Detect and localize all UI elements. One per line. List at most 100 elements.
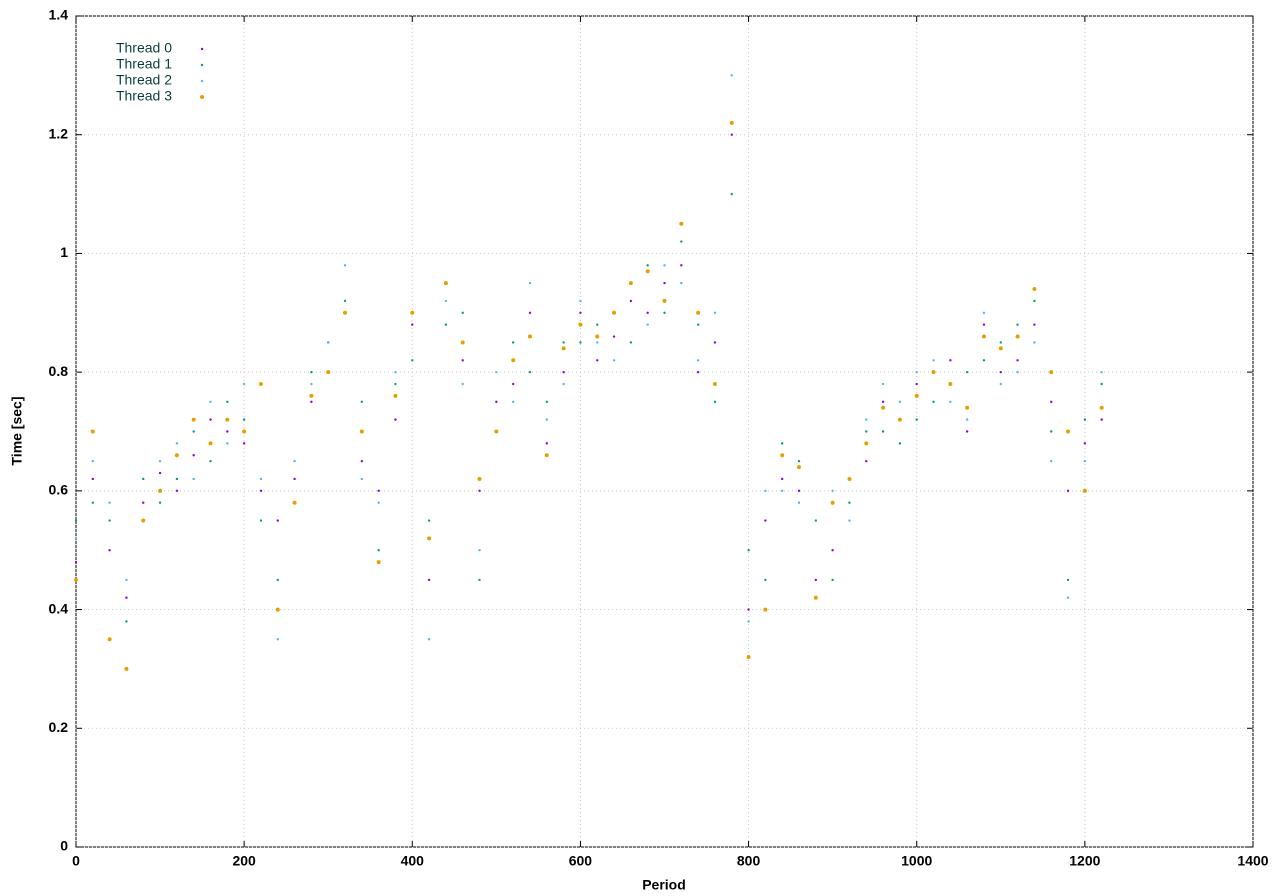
point <box>1033 341 1036 344</box>
y-tick-label: 0.6 <box>49 482 69 498</box>
point <box>1033 323 1036 326</box>
point <box>629 341 633 344</box>
point <box>495 370 498 374</box>
point <box>1100 418 1103 421</box>
point <box>562 341 565 344</box>
point <box>394 370 397 374</box>
point <box>747 549 750 552</box>
point <box>596 323 599 326</box>
point <box>292 500 297 505</box>
point <box>259 519 263 522</box>
y-tick-label: 1.2 <box>49 125 69 141</box>
point <box>242 429 247 434</box>
point <box>1050 430 1053 433</box>
point <box>814 519 818 522</box>
point <box>125 578 128 582</box>
point <box>91 459 95 463</box>
point <box>612 359 616 362</box>
point <box>377 501 380 504</box>
point <box>915 382 918 386</box>
point <box>125 596 128 599</box>
point <box>696 370 700 374</box>
point <box>998 346 1003 351</box>
point <box>192 454 195 457</box>
point <box>881 400 885 404</box>
point <box>730 192 733 196</box>
point <box>411 323 414 326</box>
point <box>948 382 953 387</box>
point <box>578 322 583 327</box>
point <box>932 400 935 404</box>
point <box>544 453 549 458</box>
point <box>629 299 633 303</box>
point <box>848 501 851 504</box>
point <box>259 477 263 481</box>
point <box>360 459 364 463</box>
point <box>1050 400 1053 404</box>
point <box>662 298 667 303</box>
point <box>897 417 902 422</box>
point <box>1066 596 1070 599</box>
point <box>797 465 802 470</box>
point <box>242 382 246 386</box>
point <box>764 519 767 522</box>
point <box>511 382 515 386</box>
point <box>293 459 296 463</box>
point <box>663 311 666 314</box>
point <box>124 666 129 671</box>
point <box>915 370 918 374</box>
point <box>865 430 868 433</box>
point <box>511 358 516 363</box>
point <box>663 281 666 285</box>
point <box>881 430 885 433</box>
legend-marker <box>200 47 204 51</box>
point <box>158 488 163 493</box>
point <box>730 74 733 77</box>
y-tick-label: 0.8 <box>49 363 69 379</box>
legend-label: Thread 0 <box>116 40 172 56</box>
point <box>1099 405 1104 410</box>
point <box>343 310 348 315</box>
point <box>797 501 801 504</box>
y-tick-label: 1.4 <box>49 7 69 23</box>
point <box>343 264 347 267</box>
point <box>141 518 146 523</box>
point <box>561 346 566 351</box>
point <box>999 370 1002 374</box>
point <box>258 382 263 387</box>
point <box>174 453 179 458</box>
point <box>831 578 834 582</box>
point <box>1066 429 1071 434</box>
point <box>764 578 767 582</box>
point <box>982 359 986 362</box>
point <box>74 519 78 522</box>
point <box>478 489 481 493</box>
point <box>982 323 986 326</box>
point <box>1049 370 1054 375</box>
point <box>276 519 279 522</box>
point <box>898 442 902 445</box>
point <box>460 340 465 345</box>
point <box>713 400 717 404</box>
x-tick-label: 600 <box>569 853 593 869</box>
point <box>209 459 212 463</box>
point <box>712 382 717 387</box>
point <box>511 400 515 404</box>
point <box>1082 488 1087 493</box>
point <box>596 359 599 362</box>
point <box>1100 370 1103 374</box>
point <box>847 476 852 481</box>
point <box>730 133 733 136</box>
point <box>865 459 868 463</box>
point <box>545 442 548 445</box>
point <box>797 489 801 493</box>
point <box>142 501 145 504</box>
point <box>242 418 246 421</box>
x-tick-label: 0 <box>72 853 80 869</box>
point <box>612 310 617 315</box>
point <box>965 430 969 433</box>
point <box>932 359 935 362</box>
point <box>579 341 582 344</box>
point <box>394 382 397 386</box>
point <box>276 638 279 641</box>
